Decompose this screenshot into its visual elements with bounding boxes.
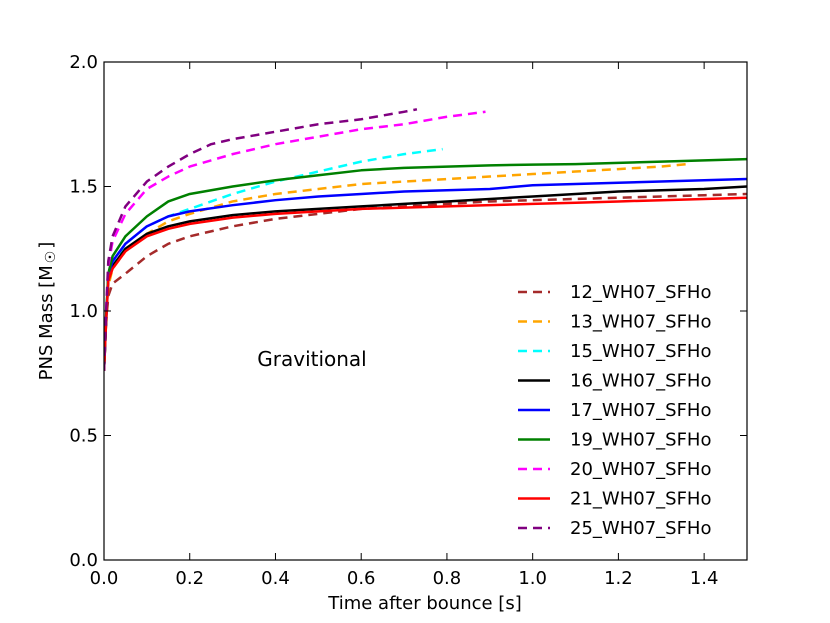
legend-label: 12_WH07_SFHo <box>570 282 711 303</box>
x-tick-label: 0.8 <box>433 568 462 589</box>
x-tick-label: 0.0 <box>90 568 119 589</box>
y-tick-label: 0.0 <box>69 550 98 571</box>
series-line-25-wh07-sfho <box>104 108 418 371</box>
y-tick-label: 2.0 <box>69 52 98 73</box>
legend: 12_WH07_SFHo 13_WH07_SFHo 15_WH07_SFHo 16_W… <box>518 282 711 539</box>
legend-label: 25_WH07_SFHo <box>570 518 711 539</box>
x-tick-label: 1.0 <box>518 568 547 589</box>
series-line-21-wh07-sfho <box>104 196 747 371</box>
legend-label: 13_WH07_SFHo <box>570 312 711 333</box>
legend-label: 16_WH07_SFHo <box>570 371 711 392</box>
x-tick-label: 0.4 <box>261 568 290 589</box>
legend-label: 19_WH07_SFHo <box>570 430 711 451</box>
x-tick-label: 0.2 <box>175 568 204 589</box>
ticks-layer: 0.0 0.2 0.4 0.6 0.8 1.0 1.2 1.4 0.0 0.5 1.0 1.5 2.0 <box>69 52 747 589</box>
sun-symbol: ☉ <box>43 251 59 264</box>
y-tick-label: 1.0 <box>69 301 98 322</box>
y-axis-label-text: PNS Mass [M <box>36 265 57 380</box>
legend-label: 21_WH07_SFHo <box>570 489 711 510</box>
series-line-17-wh07-sfho <box>104 177 747 371</box>
legend-label: 20_WH07_SFHo <box>570 459 711 480</box>
y-axis-label-close: ] <box>36 242 57 249</box>
series-line-16-wh07-sfho <box>104 185 747 371</box>
series-line-12-wh07-sfho <box>104 192 747 371</box>
legend-label: 15_WH07_SFHo <box>570 341 711 362</box>
annotation-gravitional: Gravitional <box>257 347 367 371</box>
y-tick-label: 1.5 <box>69 177 98 198</box>
series-line-13-wh07-sfho <box>104 162 688 371</box>
series-line-19-wh07-sfho <box>104 157 747 371</box>
x-tick-label: 1.4 <box>690 568 719 589</box>
y-tick-label: 0.5 <box>69 426 98 447</box>
series-line-15-wh07-sfho <box>104 147 443 371</box>
x-tick-label: 0.6 <box>347 568 376 589</box>
y-axis-label: PNS Mass [M☉] <box>36 242 59 381</box>
x-tick-label: 1.2 <box>604 568 633 589</box>
series-layer <box>104 108 747 371</box>
svg-text:PNS Mass [M☉]: PNS Mass [M☉] <box>36 242 59 381</box>
x-axis-label: Time after bounce [s] <box>327 593 521 614</box>
legend-label: 17_WH07_SFHo <box>570 400 711 421</box>
